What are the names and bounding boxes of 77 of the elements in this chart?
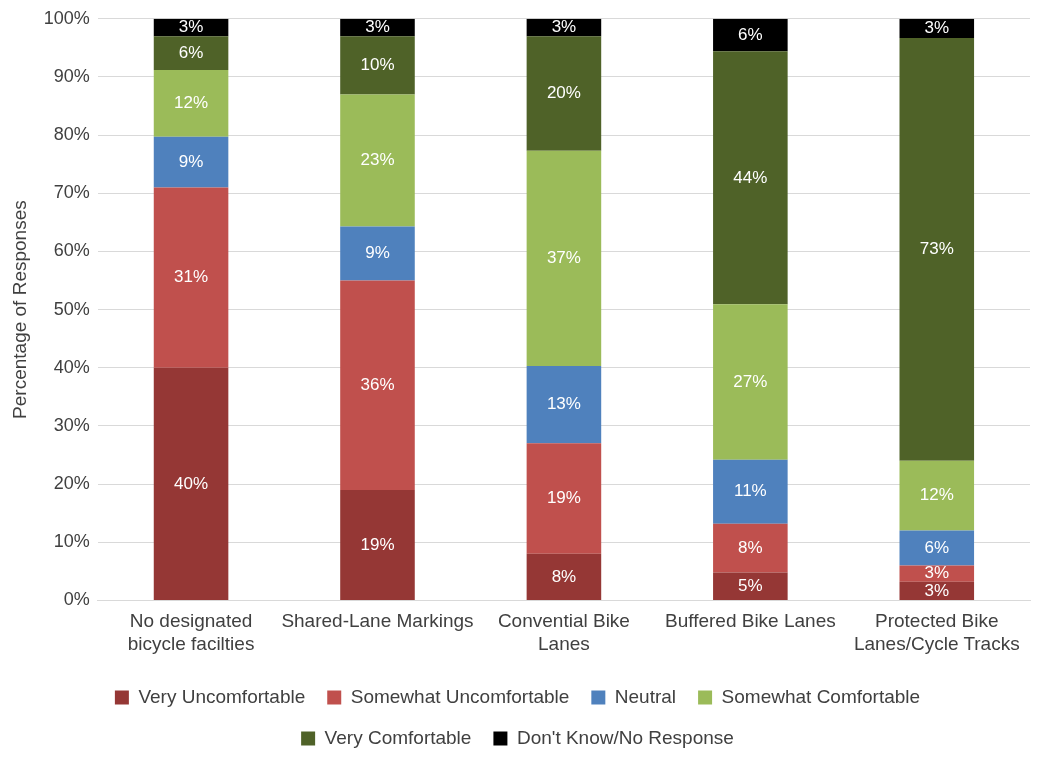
- data-label: 3%: [924, 563, 950, 583]
- bar: [153, 187, 229, 368]
- bar: [340, 280, 415, 490]
- legend-label: Neutral: [614, 685, 677, 707]
- data-label: 12%: [174, 93, 209, 113]
- data-label: 19%: [546, 488, 581, 508]
- bar: [153, 367, 229, 600]
- y-tick-label: 30%: [53, 414, 90, 435]
- data-label: 9%: [365, 243, 390, 263]
- bar: [713, 51, 788, 305]
- bar: [526, 366, 602, 444]
- data-label: 23%: [360, 150, 395, 170]
- bar: [526, 36, 602, 151]
- bar: [340, 94, 415, 227]
- bar: [899, 530, 975, 566]
- data-label: 3%: [551, 17, 577, 37]
- y-tick-label: 100%: [43, 7, 90, 28]
- data-label: 13%: [546, 394, 581, 414]
- data-label: 27%: [733, 371, 768, 391]
- y-tick-label: 0%: [63, 589, 90, 610]
- y-tick-label: 20%: [53, 473, 90, 494]
- data-label: 8%: [551, 566, 577, 586]
- data-label: 3%: [924, 580, 950, 600]
- y-tick-label: 80%: [53, 124, 90, 145]
- data-label: 73%: [919, 239, 954, 259]
- bar: [153, 36, 229, 70]
- bar: [713, 459, 788, 524]
- x-tick-label: No designated bicycle facilties: [127, 610, 255, 654]
- bar: [526, 150, 602, 367]
- data-label: 40%: [174, 473, 209, 493]
- y-tick-label: 10%: [53, 531, 90, 552]
- data-label: 31%: [174, 267, 209, 287]
- data-label: 3%: [178, 17, 204, 37]
- x-tick-label: Protected Bike Lanes/Cycle Tracks: [853, 610, 1020, 654]
- legend-label: Somewhat Uncomfortable: [350, 685, 570, 707]
- data-label: 12%: [919, 485, 954, 505]
- data-label: 6%: [738, 24, 763, 44]
- data-label: 8%: [738, 537, 763, 557]
- y-tick-label: 60%: [53, 240, 90, 261]
- y-tick-label: 50%: [53, 298, 90, 319]
- x-tick-label: Shared-Lane Markings: [281, 610, 474, 632]
- bar: [899, 460, 975, 531]
- data-label: 3%: [365, 17, 390, 37]
- y-tick-label: 90%: [53, 65, 90, 86]
- x-tick-label: Buffered Bike Lanes: [664, 610, 836, 632]
- data-label: 5%: [738, 575, 763, 595]
- data-label: 9%: [178, 151, 204, 171]
- bar: [526, 553, 602, 600]
- bar: [340, 36, 415, 95]
- data-label: 44%: [733, 167, 768, 187]
- bar: [153, 136, 229, 188]
- data-label: 11%: [733, 481, 767, 501]
- bar: [899, 37, 975, 461]
- y-tick-label: 70%: [53, 182, 90, 203]
- data-label: 36%: [360, 374, 395, 394]
- bar: [153, 69, 229, 137]
- legend-label: Very Comfortable: [324, 726, 472, 748]
- data-label: 6%: [924, 537, 950, 557]
- bar: [713, 18, 788, 52]
- data-label: 3%: [924, 18, 950, 38]
- data-label: 19%: [360, 534, 395, 554]
- bar: [340, 489, 415, 600]
- bar: [713, 572, 788, 600]
- legend-label: Don't Know/No Response: [516, 726, 734, 748]
- bar: [713, 304, 788, 460]
- y-axis-title: Percentage of Responses: [8, 200, 30, 419]
- legend-label: Somewhat Comfortable: [721, 685, 921, 707]
- y-tick-label: 40%: [53, 356, 90, 377]
- data-label: 37%: [546, 248, 581, 268]
- data-label: 6%: [178, 42, 204, 62]
- bar: [713, 523, 788, 573]
- data-label: 10%: [360, 55, 395, 75]
- legend-label: Very Uncomfortable: [138, 685, 306, 707]
- bar: [340, 226, 415, 281]
- x-tick-label: Convential Bike Lanes: [497, 610, 630, 654]
- bar: [526, 443, 602, 554]
- data-label: 20%: [546, 83, 581, 103]
